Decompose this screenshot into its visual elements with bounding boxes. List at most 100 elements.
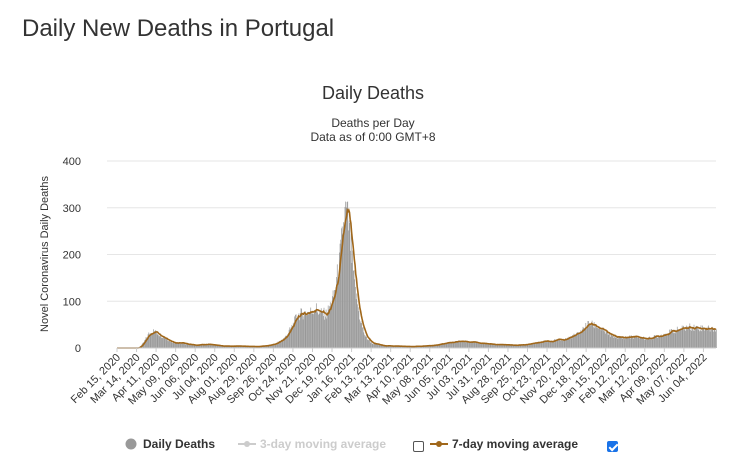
daily-deaths-bar bbox=[242, 345, 244, 348]
daily-deaths-bar bbox=[655, 335, 656, 348]
daily-deaths-bar bbox=[674, 332, 675, 348]
legend-item-daily-deaths[interactable]: Daily Deaths bbox=[124, 437, 215, 451]
daily-deaths-bar bbox=[486, 343, 488, 348]
checkbox-3-day-average[interactable] bbox=[413, 441, 424, 452]
daily-deaths-bar bbox=[153, 329, 155, 348]
daily-deaths-bar bbox=[184, 342, 185, 348]
daily-deaths-bar bbox=[612, 334, 614, 348]
daily-deaths-bar bbox=[302, 313, 303, 348]
daily-deaths-bar bbox=[309, 312, 311, 348]
daily-deaths-bar bbox=[423, 345, 425, 348]
daily-deaths-bar bbox=[271, 344, 272, 348]
daily-deaths-bar bbox=[673, 333, 675, 348]
daily-deaths-bar bbox=[222, 346, 224, 348]
daily-deaths-bar bbox=[192, 344, 194, 348]
daily-deaths-bar bbox=[175, 343, 177, 348]
daily-deaths-bar bbox=[158, 335, 160, 348]
daily-deaths-bar bbox=[431, 345, 433, 348]
daily-deaths-bar bbox=[688, 326, 690, 348]
daily-deaths-bar bbox=[357, 307, 359, 348]
daily-deaths-bar bbox=[299, 313, 301, 348]
daily-deaths-bar bbox=[201, 344, 203, 348]
daily-deaths-bar bbox=[207, 344, 208, 348]
daily-deaths-bar bbox=[592, 325, 594, 348]
daily-deaths-bar bbox=[679, 328, 681, 348]
daily-deaths-bar bbox=[512, 345, 514, 348]
daily-deaths-bar bbox=[262, 346, 264, 348]
daily-deaths-bar bbox=[512, 344, 513, 348]
daily-deaths-bar bbox=[551, 340, 552, 348]
daily-deaths-bar bbox=[444, 343, 446, 348]
daily-deaths-bar bbox=[524, 345, 525, 348]
legend-item-7-day-average[interactable]: 7-day moving average bbox=[430, 437, 578, 451]
daily-deaths-bar bbox=[332, 296, 333, 348]
daily-deaths-bar bbox=[621, 337, 622, 348]
daily-deaths-bar bbox=[604, 333, 606, 348]
daily-deaths-bar bbox=[563, 338, 564, 348]
daily-deaths-bar bbox=[711, 327, 712, 348]
daily-deaths-bar bbox=[221, 345, 223, 348]
y-tick-label-400: 400 bbox=[63, 156, 81, 168]
daily-deaths-bar bbox=[286, 336, 288, 348]
daily-deaths-bar bbox=[225, 345, 227, 348]
daily-deaths-bar bbox=[167, 340, 168, 348]
daily-deaths-bar bbox=[606, 331, 608, 348]
daily-deaths-bar bbox=[341, 226, 343, 348]
daily-deaths-bar bbox=[156, 334, 158, 348]
daily-deaths-bar bbox=[678, 330, 680, 348]
daily-deaths-bar bbox=[691, 328, 693, 348]
daily-deaths-bar bbox=[281, 339, 282, 348]
daily-deaths-bar bbox=[596, 327, 598, 348]
daily-deaths-bar bbox=[452, 341, 454, 348]
daily-deaths-bar bbox=[537, 342, 538, 348]
daily-deaths-bar bbox=[358, 311, 360, 348]
daily-deaths-bar bbox=[385, 345, 387, 348]
daily-deaths-bar bbox=[603, 330, 605, 348]
daily-deaths-bar bbox=[313, 309, 315, 348]
daily-deaths-bar bbox=[193, 344, 194, 348]
daily-deaths-bar bbox=[164, 338, 166, 348]
daily-deaths-bar bbox=[517, 345, 518, 348]
daily-deaths-bar bbox=[304, 311, 305, 348]
daily-deaths-bar bbox=[519, 344, 521, 348]
daily-deaths-bar bbox=[232, 346, 233, 348]
daily-deaths-bar bbox=[582, 326, 584, 348]
daily-deaths-bar bbox=[557, 339, 559, 348]
daily-deaths-bar bbox=[567, 338, 569, 348]
daily-deaths-bar bbox=[234, 346, 236, 348]
daily-deaths-bar bbox=[630, 338, 631, 348]
daily-deaths-bar bbox=[646, 339, 648, 348]
legend-label-daily-deaths: Daily Deaths bbox=[143, 437, 216, 451]
daily-deaths-bar bbox=[597, 328, 599, 348]
daily-deaths-bar bbox=[181, 343, 182, 348]
daily-deaths-bar bbox=[652, 337, 654, 348]
daily-deaths-bar bbox=[181, 342, 183, 348]
daily-deaths-bar bbox=[408, 346, 409, 348]
chart-subtitle-line-2: Data as of 0:00 GMT+8 bbox=[310, 130, 436, 144]
daily-deaths-bar bbox=[590, 326, 592, 348]
daily-deaths-bar bbox=[518, 344, 520, 348]
daily-deaths-bar bbox=[237, 345, 239, 348]
daily-deaths-bar bbox=[280, 340, 282, 348]
daily-deaths-bar bbox=[456, 342, 458, 348]
daily-deaths-bar bbox=[440, 343, 441, 348]
daily-deaths-bar bbox=[269, 345, 271, 348]
daily-deaths-bar bbox=[630, 335, 632, 348]
daily-deaths-bar bbox=[697, 326, 698, 348]
legend-item-3-day-average[interactable]: 3-day moving average bbox=[238, 437, 386, 451]
daily-deaths-bar bbox=[152, 333, 154, 348]
daily-deaths-bar bbox=[662, 334, 664, 348]
daily-deaths-bar bbox=[321, 310, 323, 348]
checkbox-7-day-average[interactable] bbox=[607, 441, 618, 452]
daily-deaths-bar bbox=[149, 333, 151, 348]
daily-deaths-bar bbox=[635, 336, 636, 348]
daily-deaths-bar bbox=[204, 344, 205, 348]
daily-deaths-bar bbox=[493, 344, 494, 348]
daily-deaths-bar bbox=[456, 341, 457, 348]
daily-deaths-bar bbox=[573, 333, 575, 348]
daily-deaths-bar bbox=[315, 309, 316, 348]
daily-deaths-bar bbox=[363, 332, 365, 348]
daily-deaths-bar bbox=[577, 332, 579, 348]
daily-deaths-bar bbox=[461, 341, 462, 348]
daily-deaths-bar bbox=[370, 342, 372, 348]
